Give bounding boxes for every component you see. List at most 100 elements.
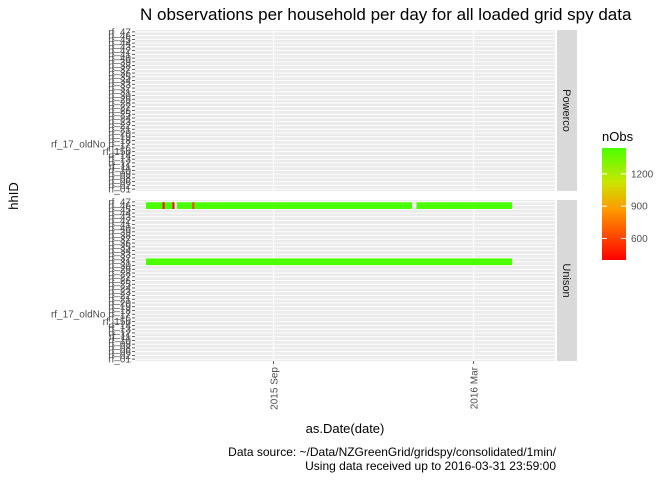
- y-tick-label: rf_39: [108, 227, 131, 238]
- y-tick-label: rf_38: [108, 61, 131, 72]
- y-tick-label: rf_13: [108, 155, 131, 166]
- y-tick-label: rf_24: [108, 113, 131, 124]
- y-tick-label: rf_17_oldNo rf_17: [51, 310, 131, 321]
- y-tick-label: rf_11: [109, 162, 131, 173]
- y-tick-label: rf_28: [108, 99, 131, 110]
- y-tick-label: rf_19: [108, 132, 131, 143]
- caption-line-2: Using data received up to 2016-03-31 23:…: [305, 459, 556, 473]
- y-tick-label: rf_43: [108, 42, 131, 53]
- y-tick-label: rf_34: [108, 76, 131, 87]
- y-tick-label: rf_14: [108, 321, 131, 332]
- legend-label: 1200: [631, 169, 654, 180]
- y-tick-label: rf_32: [108, 84, 131, 95]
- y-tick-label: rf_12: [108, 158, 131, 169]
- y-tick-label: rf_46: [108, 31, 131, 42]
- y-tick-label: rf_35: [108, 242, 131, 253]
- y-tick-label: rf_09: [108, 170, 131, 181]
- legend-label: 600: [631, 234, 648, 245]
- y-tick-label: rf_23: [108, 117, 131, 128]
- y-tick-label: rf_43: [108, 212, 131, 223]
- tile-low-rf_46: [162, 202, 165, 209]
- y-tick-label: rf_40: [108, 224, 131, 235]
- y-tick-label: rf_06: [108, 177, 131, 188]
- y-tick-label: rf_24: [108, 283, 131, 294]
- y-tick-label: rf_46: [108, 201, 131, 212]
- y-tick-label: rf_35: [108, 72, 131, 83]
- x-tick-label: 2015 Sep: [270, 367, 281, 410]
- y-tick-label: rf_08: [108, 343, 131, 354]
- y-tick-label: rf_37: [108, 65, 131, 76]
- y-tick-label: rf_32: [108, 254, 131, 265]
- y-tick-label: rf_36: [108, 239, 131, 250]
- y-tick-label: rf_12: [108, 328, 131, 339]
- y-tick-label: rf_44: [108, 209, 131, 220]
- legend-label: 900: [631, 202, 648, 213]
- tile-low-rf_46: [172, 202, 175, 209]
- tile-rf_46: [416, 202, 513, 209]
- y-tick-label: rf_47: [108, 197, 131, 208]
- y-tick-label: rf_41: [108, 220, 131, 231]
- chart-title: N observations per household per day for…: [140, 5, 632, 24]
- y-tick-label: rf_34: [108, 246, 131, 257]
- y-tick-label: rf_15b: [103, 317, 132, 328]
- legend-colorbar: [602, 148, 626, 260]
- y-tick-label: rf_27: [108, 272, 131, 283]
- y-tick-label: rf_29: [108, 95, 131, 106]
- y-tick-label: rf_25: [108, 110, 131, 121]
- y-tick-label: rf_06: [108, 347, 131, 358]
- y-tick-label: rf_33: [108, 80, 131, 91]
- y-tick-label: rf_27: [108, 102, 131, 113]
- y-tick-label: rf_19: [108, 302, 131, 313]
- y-tick-label: rf_31: [108, 257, 131, 268]
- y-tick-label: rf_01: [108, 355, 131, 366]
- y-tick-label: rf_22: [108, 291, 131, 302]
- y-tick-label: rf_47: [108, 27, 131, 38]
- y-tick-label: rf_21: [108, 295, 131, 306]
- y-tick-label: rf_30: [108, 91, 131, 102]
- y-tick-label: rf_33: [108, 250, 131, 261]
- y-tick-label: rf_25: [108, 280, 131, 291]
- y-tick-label: rf_18: [108, 306, 131, 317]
- y-tick-label: rf_15b: [103, 147, 132, 158]
- y-tick-label: rf_39: [108, 57, 131, 68]
- y-tick-label: rf_10: [108, 336, 131, 347]
- y-tick-label: rf_36: [108, 69, 131, 80]
- y-tick-label: rf_14: [108, 151, 131, 162]
- y-tick-label: rf_09: [108, 340, 131, 351]
- y-tick-label: rf_22: [108, 121, 131, 132]
- y-tick-label: rf_08: [108, 173, 131, 184]
- facet-strip-powerco: [557, 30, 577, 191]
- y-tick-label: rf_30: [108, 261, 131, 272]
- y-tick-label: rf_45: [108, 205, 131, 216]
- caption-line-1: Data source: ~/Data/NZGreenGrid/gridspy/…: [228, 445, 556, 459]
- y-tick-label: rf_18: [108, 136, 131, 147]
- y-tick-label: rf_16: [108, 313, 131, 324]
- y-tick-label: rf_42: [108, 46, 131, 57]
- x-tick-label: 2016 Mar: [470, 366, 481, 409]
- y-axis-label: hhID: [6, 182, 21, 209]
- y-tick-label: rf_26: [108, 276, 131, 287]
- x-axis-label: as.Date(date): [306, 421, 385, 436]
- y-tick-label: rf_20: [108, 298, 131, 309]
- y-tick-label: rf_17_oldNo rf_17: [51, 140, 131, 151]
- facet-label-unison: Unison: [560, 263, 572, 297]
- y-tick-label: rf_42: [108, 216, 131, 227]
- y-tick-label: rf_20: [108, 128, 131, 139]
- y-tick-label: rf_38: [108, 231, 131, 242]
- legend-title: nObs: [602, 129, 634, 144]
- y-tick-label: rf_23: [108, 287, 131, 298]
- y-tick-label: rf_02: [108, 181, 131, 192]
- y-tick-label: rf_26: [108, 106, 131, 117]
- y-tick-label: rf_37: [108, 235, 131, 246]
- y-tick-label: rf_45: [108, 35, 131, 46]
- tile-low-rf_46: [192, 202, 195, 209]
- facet-label-powerco: Powerco: [560, 89, 572, 132]
- y-tick-label: rf_41: [108, 50, 131, 61]
- y-tick-label: rf_31: [108, 87, 131, 98]
- tile-rf_46: [176, 202, 413, 209]
- y-tick-label: rf_29: [108, 265, 131, 276]
- y-tick-label: rf_11: [109, 332, 131, 343]
- y-tick-label: rf_10: [108, 166, 131, 177]
- y-tick-label: rf_16: [108, 143, 131, 154]
